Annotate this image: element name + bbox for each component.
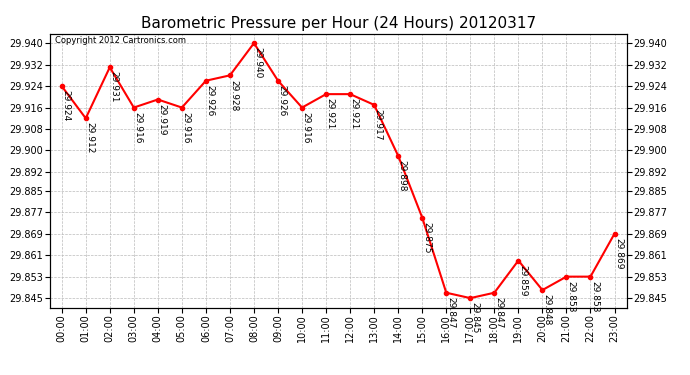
Text: 29.940: 29.940 <box>254 47 263 79</box>
Text: 29.853: 29.853 <box>590 281 599 312</box>
Text: 29.921: 29.921 <box>350 98 359 130</box>
Title: Barometric Pressure per Hour (24 Hours) 20120317: Barometric Pressure per Hour (24 Hours) … <box>141 16 535 31</box>
Text: 29.931: 29.931 <box>110 72 119 103</box>
Text: 29.859: 29.859 <box>518 265 527 296</box>
Text: 29.928: 29.928 <box>230 80 239 111</box>
Text: Copyright 2012 Cartronics.com: Copyright 2012 Cartronics.com <box>55 36 186 45</box>
Text: 29.919: 29.919 <box>157 104 166 135</box>
Text: 29.916: 29.916 <box>133 112 142 143</box>
Text: 29.845: 29.845 <box>470 302 479 334</box>
Text: 29.916: 29.916 <box>181 112 190 143</box>
Text: 29.916: 29.916 <box>302 112 310 143</box>
Text: 29.912: 29.912 <box>86 123 95 154</box>
Text: 29.926: 29.926 <box>206 85 215 116</box>
Text: 29.875: 29.875 <box>422 222 431 253</box>
Text: 29.869: 29.869 <box>614 238 623 269</box>
Text: 29.924: 29.924 <box>61 90 70 122</box>
Text: 29.847: 29.847 <box>446 297 455 328</box>
Text: 29.853: 29.853 <box>566 281 575 312</box>
Text: 29.926: 29.926 <box>277 85 286 116</box>
Text: 29.848: 29.848 <box>542 294 551 326</box>
Text: 29.847: 29.847 <box>494 297 503 328</box>
Text: 29.898: 29.898 <box>398 160 407 192</box>
Text: 29.921: 29.921 <box>326 98 335 130</box>
Text: 29.917: 29.917 <box>374 109 383 141</box>
